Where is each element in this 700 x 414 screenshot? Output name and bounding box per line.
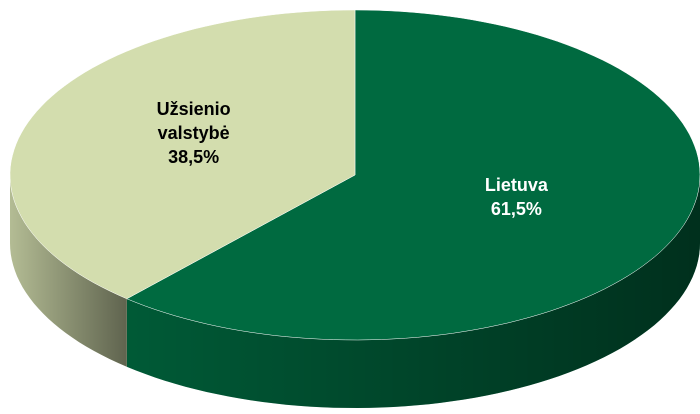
category-name: Lietuva [484,175,548,196]
slice-side-shade [126,175,700,408]
slice-side-shade [10,175,127,367]
value-label: 38,5% [168,146,220,167]
slice [9,9,356,300]
slice-label: Lietuva 61,5% [466,173,566,221]
slice-label: Užsienio valstybė 38,5% [144,97,244,169]
category-name: Užsienio valstybė [156,98,231,143]
value-label: 61,5% [490,199,542,220]
slice [126,9,700,341]
